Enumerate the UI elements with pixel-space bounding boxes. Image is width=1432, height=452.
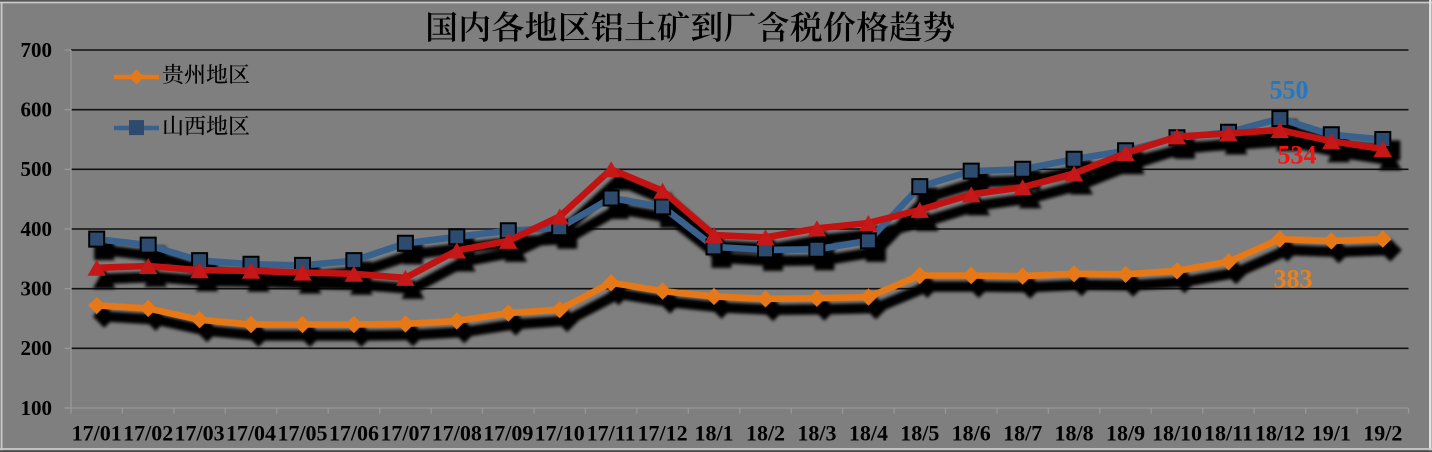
svg-text:17/07: 17/07 xyxy=(380,421,430,446)
svg-text:18/12: 18/12 xyxy=(1255,421,1305,446)
svg-text:17/04: 17/04 xyxy=(226,421,276,446)
svg-text:17/09: 17/09 xyxy=(483,421,533,446)
svg-text:700: 700 xyxy=(21,38,53,62)
svg-text:17/11: 17/11 xyxy=(587,421,636,446)
svg-text:100: 100 xyxy=(21,396,53,420)
svg-text:17/06: 17/06 xyxy=(329,421,379,446)
svg-text:17/10: 17/10 xyxy=(535,421,585,446)
svg-text:18/5: 18/5 xyxy=(900,421,939,446)
svg-text:17/12: 17/12 xyxy=(638,421,688,446)
svg-text:18/11: 18/11 xyxy=(1204,421,1253,446)
svg-text:18/8: 18/8 xyxy=(1055,421,1094,446)
svg-text:18/1: 18/1 xyxy=(694,421,733,446)
svg-text:19/2: 19/2 xyxy=(1363,421,1402,446)
svg-text:17/08: 17/08 xyxy=(432,421,482,446)
svg-text:500: 500 xyxy=(21,157,53,181)
svg-text:400: 400 xyxy=(21,217,53,241)
svg-text:17/01: 17/01 xyxy=(72,421,122,446)
svg-text:18/9: 18/9 xyxy=(1106,421,1145,446)
svg-text:18/10: 18/10 xyxy=(1152,421,1202,446)
svg-text:383: 383 xyxy=(1274,264,1313,293)
svg-text:534: 534 xyxy=(1278,141,1317,170)
svg-text:18/3: 18/3 xyxy=(797,421,836,446)
svg-text:17/05: 17/05 xyxy=(277,421,327,446)
svg-text:18/7: 18/7 xyxy=(1003,421,1042,446)
svg-text:19/1: 19/1 xyxy=(1312,421,1351,446)
svg-text:300: 300 xyxy=(21,277,53,301)
svg-text:17/03: 17/03 xyxy=(175,421,225,446)
svg-text:200: 200 xyxy=(21,336,53,360)
svg-text:17/02: 17/02 xyxy=(123,421,173,446)
svg-text:18/6: 18/6 xyxy=(952,421,991,446)
svg-text:18/4: 18/4 xyxy=(849,421,888,446)
svg-text:550: 550 xyxy=(1270,75,1309,104)
svg-text:18/2: 18/2 xyxy=(746,421,785,446)
svg-text:600: 600 xyxy=(21,98,53,122)
